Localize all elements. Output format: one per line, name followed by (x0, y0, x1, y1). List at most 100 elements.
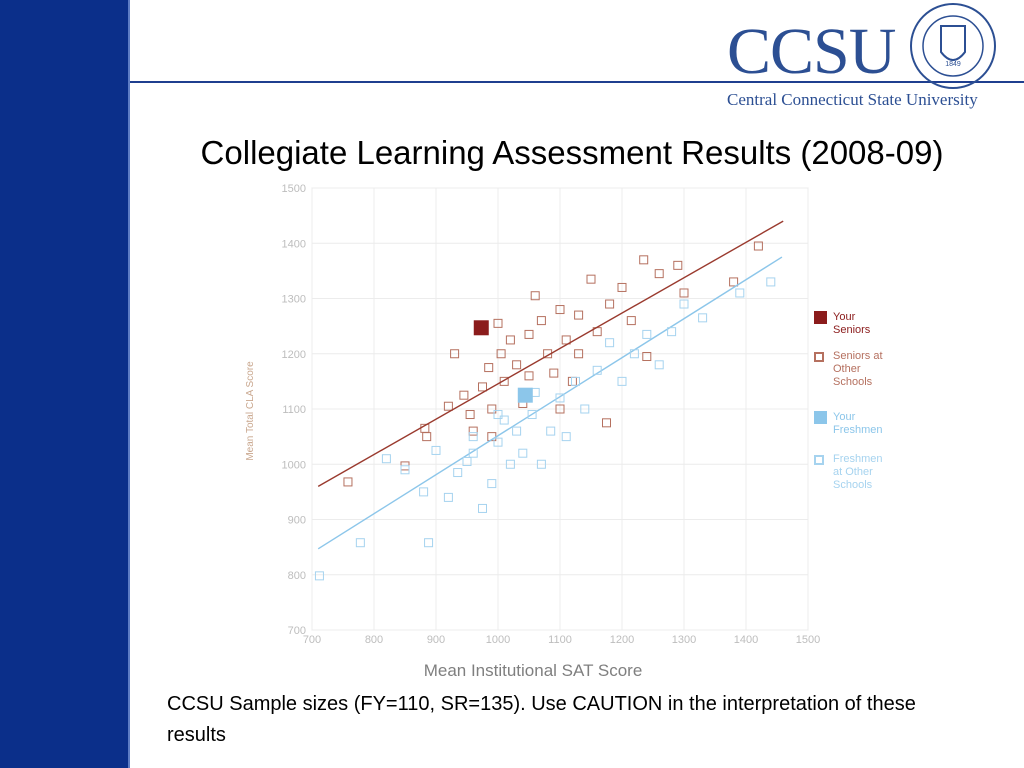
point (355, 538, 365, 548)
point (555, 404, 565, 414)
point (493, 410, 503, 420)
point (642, 329, 652, 339)
point (626, 316, 636, 326)
point (561, 335, 571, 345)
highlight-point (473, 320, 489, 336)
point (527, 410, 537, 420)
point (487, 404, 497, 414)
point (555, 305, 565, 315)
point (424, 538, 434, 548)
point (478, 382, 487, 392)
highlight-point (517, 387, 533, 403)
y-tick-label: 800 (288, 570, 306, 582)
seal-year: 1849 (945, 61, 961, 68)
legend-swatch (814, 311, 827, 324)
point (343, 477, 353, 487)
point (667, 327, 677, 337)
legend-label: Freshmen at Other Schools (833, 453, 883, 491)
point (592, 365, 602, 375)
point (654, 269, 664, 279)
fit-line (317, 220, 784, 487)
point (512, 360, 522, 370)
point (549, 368, 559, 378)
logo: CCSU (727, 15, 896, 88)
point (512, 426, 522, 436)
x-tick-label: 1400 (734, 634, 758, 646)
y-tick-label: 1200 (282, 349, 306, 361)
slide-title: Collegiate Learning Assessment Results (… (200, 134, 944, 171)
y-tick-label: 1400 (282, 238, 306, 250)
point (493, 318, 503, 328)
point (484, 363, 494, 373)
point (465, 410, 475, 420)
point (419, 487, 429, 497)
x-tick-label: 1300 (672, 634, 696, 646)
point (617, 376, 627, 386)
point (381, 454, 391, 464)
x-tick-label: 1100 (548, 634, 572, 646)
point (639, 255, 649, 265)
legend-swatch (814, 455, 824, 465)
footer-note: CCSU Sample sizes (FY=110, SR=135). Use … (167, 693, 916, 746)
point (546, 426, 556, 436)
legend-swatch (814, 352, 824, 362)
point (422, 432, 432, 442)
point (468, 448, 478, 458)
x-tick-label: 1200 (610, 634, 634, 646)
point (729, 277, 739, 287)
point (753, 241, 763, 251)
point (605, 338, 615, 348)
point (468, 432, 478, 442)
point (493, 437, 503, 447)
point (400, 465, 410, 475)
legend-swatch (814, 411, 827, 424)
legend-label: Seniors at Other Schools (833, 350, 883, 388)
x-tick-label: 1500 (796, 634, 820, 646)
university-name: Central Connecticut State University (727, 90, 978, 109)
y-tick-label: 900 (288, 515, 306, 527)
point (518, 448, 528, 458)
x-tick-label: 900 (427, 634, 445, 646)
point (766, 277, 776, 287)
header-rule (130, 81, 1024, 83)
x-axis-label: Mean Institutional SAT Score (423, 661, 643, 680)
point (555, 393, 565, 403)
point (536, 459, 546, 469)
point (314, 571, 324, 581)
point (462, 456, 472, 466)
point (679, 299, 689, 309)
y-tick-label: 1100 (282, 404, 306, 416)
point (505, 459, 515, 469)
fit-line (317, 256, 783, 550)
point (499, 415, 509, 425)
point (431, 445, 441, 455)
y-axis-label: Mean Total CLA Score (245, 361, 256, 461)
point (450, 349, 460, 359)
point (499, 376, 509, 386)
point (530, 291, 540, 301)
x-tick-label: 800 (365, 634, 383, 646)
point (571, 376, 580, 386)
point (617, 282, 627, 292)
point (642, 352, 652, 362)
point (505, 335, 515, 345)
point (580, 404, 590, 414)
point (629, 349, 639, 359)
point (524, 371, 534, 381)
point (478, 503, 487, 513)
point (605, 299, 615, 309)
y-tick-label: 700 (288, 625, 306, 637)
point (698, 313, 708, 323)
point (459, 390, 469, 400)
point (487, 479, 497, 489)
y-tick-label: 1300 (282, 294, 306, 306)
point (673, 260, 683, 270)
point (654, 360, 664, 370)
y-tick-label: 1000 (282, 459, 306, 471)
sidebar (0, 0, 130, 768)
seal: 1849 (910, 3, 996, 89)
point (574, 310, 584, 320)
x-tick-label: 1000 (486, 634, 510, 646)
